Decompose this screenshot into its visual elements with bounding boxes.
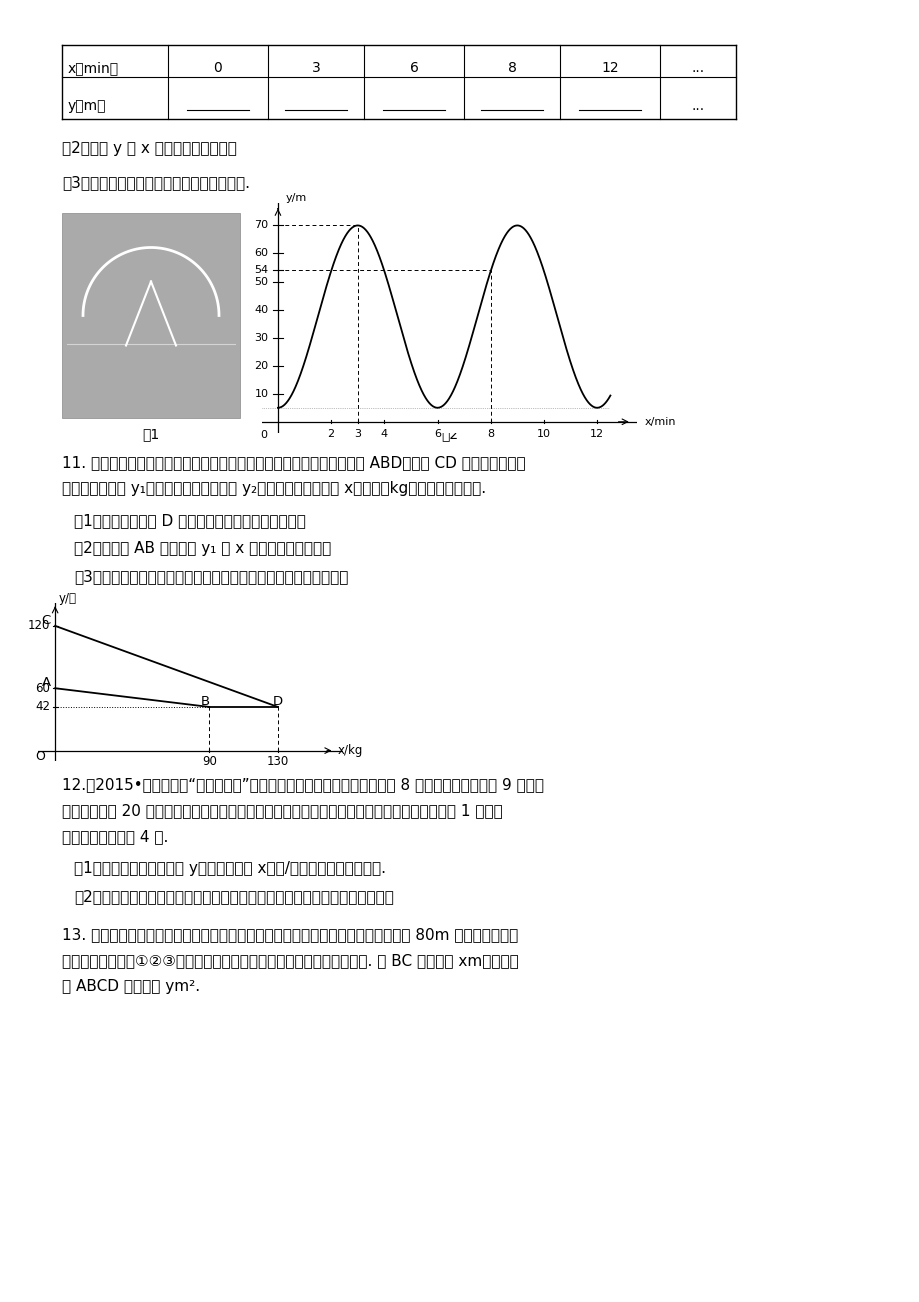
Text: 3: 3 bbox=[354, 428, 361, 439]
Text: 120: 120 bbox=[28, 620, 50, 633]
Text: 30: 30 bbox=[255, 332, 268, 342]
Text: y/m: y/m bbox=[286, 193, 307, 203]
Text: 4: 4 bbox=[380, 428, 388, 439]
Text: B: B bbox=[200, 695, 210, 708]
Text: O: O bbox=[35, 750, 45, 763]
Text: 6: 6 bbox=[434, 428, 440, 439]
Text: 20: 20 bbox=[255, 361, 268, 371]
Text: 54: 54 bbox=[255, 266, 268, 275]
Text: 50: 50 bbox=[255, 276, 268, 286]
Text: 围成了如图所示的①②③三块矩形区域，而且这三块矩形区域的面积相等. 设 BC 的长度为 xm，矩形区: 围成了如图所示的①②③三块矩形区域，而且这三块矩形区域的面积相等. 设 BC 的… bbox=[62, 953, 518, 967]
Text: （1）请解释图中点 D 的横坐标、纵坐标的实际意义；: （1）请解释图中点 D 的横坐标、纵坐标的实际意义； bbox=[74, 513, 305, 529]
Text: （3）当该产品产量为多少时，获得的利润最大？最大利润是多少？: （3）当该产品产量为多少时，获得的利润最大？最大利润是多少？ bbox=[74, 569, 348, 585]
Text: x/min: x/min bbox=[644, 417, 675, 427]
Text: 90: 90 bbox=[201, 755, 217, 768]
Text: 每千克生产成本 y₁（单位：元）、销售价 y₂（单位：元）与产量 x（单位：kg）之间的函数关系.: 每千克生产成本 y₁（单位：元）、销售价 y₂（单位：元）与产量 x（单位：kg… bbox=[62, 480, 485, 496]
Text: 40: 40 bbox=[255, 305, 268, 315]
Text: A: A bbox=[41, 676, 51, 689]
Text: y（m）: y（m） bbox=[68, 99, 107, 113]
Text: C: C bbox=[41, 613, 51, 626]
Text: 11. 某企业生产并销售某种产品，假设销售量与产量相等，如图中的折线 ABD、线段 CD 分别表示该产品: 11. 某企业生产并销售某种产品，假设销售量与产量相等，如图中的折线 ABD、线… bbox=[62, 454, 525, 470]
Text: ，每天可售出 20 件．他想采用提高售价的办法来增加利润，经实验，发现这种纪念品每件提价 1 元，每: ，每天可售出 20 件．他想采用提高售价的办法来增加利润，经实验，发现这种纪念品… bbox=[62, 803, 502, 818]
Text: D: D bbox=[272, 695, 282, 708]
Bar bbox=[62, 214, 240, 418]
Text: 130: 130 bbox=[267, 755, 289, 768]
Text: 6: 6 bbox=[409, 61, 418, 76]
Text: 42: 42 bbox=[35, 700, 50, 713]
Text: 10: 10 bbox=[255, 389, 268, 398]
Text: ...: ... bbox=[691, 61, 704, 76]
Text: 3: 3 bbox=[312, 61, 320, 76]
Text: （2）变量 y 是 x 的函数吗？为什么？: （2）变量 y 是 x 的函数吗？为什么？ bbox=[62, 141, 236, 156]
Text: 60: 60 bbox=[35, 682, 50, 695]
Text: 13. 为了节省材料，某水产养殖户利用水库的岸堵（岸堵足够长）为一边，用总长为 80m 的围网在水库中: 13. 为了节省材料，某水产养殖户利用水库的岸堵（岸堵足够长）为一边，用总长为 … bbox=[62, 927, 517, 943]
Text: 12: 12 bbox=[589, 428, 604, 439]
Text: 8: 8 bbox=[507, 61, 516, 76]
Text: 图2: 图2 bbox=[440, 427, 458, 441]
Text: 0: 0 bbox=[259, 430, 267, 440]
Text: y/元: y/元 bbox=[59, 592, 76, 605]
Text: 域 ABCD 的面积为 ym².: 域 ABCD 的面积为 ym². bbox=[62, 979, 200, 993]
Text: x/kg: x/kg bbox=[337, 745, 363, 756]
Text: ...: ... bbox=[691, 99, 704, 113]
Text: 图1: 图1 bbox=[142, 427, 160, 441]
Text: 0: 0 bbox=[213, 61, 222, 76]
Text: 60: 60 bbox=[255, 249, 268, 259]
Text: （2）每件售价定为多少元，才能使一天所得的利润最大？最大利润是多少元？: （2）每件售价定为多少元，才能使一天所得的利润最大？最大利润是多少元？ bbox=[74, 889, 393, 904]
Text: 天的销售量会减少 4 件.: 天的销售量会减少 4 件. bbox=[62, 829, 168, 844]
Text: 2: 2 bbox=[327, 428, 335, 439]
Text: （2）求线段 AB 所表示的 y₁ 与 x 之间的函数表达式；: （2）求线段 AB 所表示的 y₁ 与 x 之间的函数表达式； bbox=[74, 542, 331, 556]
Text: 12: 12 bbox=[600, 61, 618, 76]
Text: （3）根据图中的信息，请写出摩天轮的直径.: （3）根据图中的信息，请写出摩天轮的直径. bbox=[62, 174, 250, 190]
Text: （1）写出每天所得的利润 y（元）与售价 x（元/件）之间的函数关系式.: （1）写出每天所得的利润 y（元）与售价 x（元/件）之间的函数关系式. bbox=[74, 861, 386, 876]
Text: x（min）: x（min） bbox=[68, 61, 119, 76]
Text: 12.（2015•天水）天水“伏署文化节”商品交易会上，某商人将每件进价为 8 元的纪念品，按每件 9 元出售: 12.（2015•天水）天水“伏署文化节”商品交易会上，某商人将每件进价为 8 … bbox=[62, 777, 543, 792]
Text: 70: 70 bbox=[255, 220, 268, 230]
Text: 10: 10 bbox=[537, 428, 550, 439]
Text: 8: 8 bbox=[487, 428, 494, 439]
